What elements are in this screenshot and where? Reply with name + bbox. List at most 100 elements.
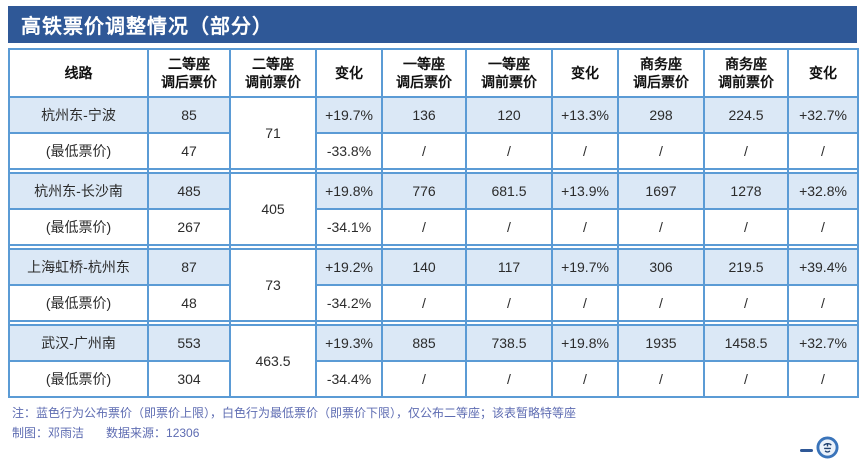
first-change-cell: / <box>551 132 619 170</box>
first-change-cell: +13.9% <box>551 172 619 210</box>
col-header-route: 线路 <box>8 48 149 98</box>
second-change-cell: +19.3% <box>315 324 383 362</box>
col-header-second-before: 二等座 调前票价 <box>229 48 317 98</box>
first-before-cell: 681.5 <box>465 172 553 210</box>
second-before-cell: 405 <box>229 172 317 246</box>
second-before-cell: 73 <box>229 248 317 322</box>
group-divider <box>8 321 859 325</box>
min-label-cell: (最低票价) <box>8 132 149 170</box>
second-after-cell: 47 <box>147 132 231 170</box>
second-after-cell: 304 <box>147 360 231 398</box>
page-title: 高铁票价调整情况（部分） <box>21 16 273 38</box>
col-header-first-before: 一等座 调前票价 <box>465 48 553 98</box>
business-change-cell: / <box>787 132 859 170</box>
publisher-logo <box>800 436 839 464</box>
second-change-cell: +19.8% <box>315 172 383 210</box>
table-row-published: 上海虹桥-杭州东 87 73 +19.2% 140 117 +19.7% 306… <box>8 248 859 322</box>
legend-note: 注：蓝色行为公布票价（即票价上限），白色行为最低票价（即票价下限），仅公布二等座… <box>12 406 577 420</box>
first-change-cell: / <box>551 284 619 322</box>
business-after-cell: / <box>617 208 705 246</box>
second-change-cell: -34.1% <box>315 208 383 246</box>
first-after-cell: / <box>381 360 467 398</box>
first-after-cell: / <box>381 132 467 170</box>
route-cell: 上海虹桥-杭州东 <box>8 248 149 286</box>
table-row-published: 杭州东-宁波 85 71 +19.7% 136 120 +13.3% 298 2… <box>8 96 859 170</box>
second-change-cell: -33.8% <box>315 132 383 170</box>
first-after-cell: / <box>381 284 467 322</box>
second-change-cell: +19.7% <box>315 96 383 134</box>
second-after-cell: 485 <box>147 172 231 210</box>
first-before-cell: 738.5 <box>465 324 553 362</box>
second-change-cell: -34.2% <box>315 284 383 322</box>
logo-dash-icon <box>800 448 813 452</box>
first-after-cell: 136 <box>381 96 467 134</box>
first-before-cell: / <box>465 208 553 246</box>
business-before-cell: / <box>703 284 789 322</box>
table-row-published: 杭州东-长沙南 485 405 +19.8% 776 681.5 +13.9% … <box>8 172 859 246</box>
min-label-cell: (最低票价) <box>8 360 149 398</box>
footnotes: 注：蓝色行为公布票价（即票价上限），白色行为最低票价（即票价下限），仅公布二等座… <box>12 404 865 444</box>
first-change-cell: +13.3% <box>551 96 619 134</box>
header-row: 线路 二等座 调后票价 二等座 调前票价 变化 一等座 调后票价 一等座 调前票… <box>8 48 859 98</box>
first-change-cell: / <box>551 360 619 398</box>
first-change-cell: +19.7% <box>551 248 619 286</box>
business-after-cell: 306 <box>617 248 705 286</box>
first-before-cell: / <box>465 360 553 398</box>
group-divider <box>8 169 859 173</box>
fare-table: 线路 二等座 调后票价 二等座 调前票价 变化 一等座 调后票价 一等座 调前票… <box>8 48 859 398</box>
business-change-cell: / <box>787 284 859 322</box>
second-after-cell: 85 <box>147 96 231 134</box>
business-after-cell: 298 <box>617 96 705 134</box>
credit-line: 制图：邓雨洁 数据来源：12306 <box>12 424 865 444</box>
business-before-cell: 1458.5 <box>703 324 789 362</box>
business-after-cell: / <box>617 132 705 170</box>
col-header-business-after: 商务座 调后票价 <box>617 48 705 98</box>
col-header-business-before: 商务座 调前票价 <box>703 48 789 98</box>
first-after-cell: 776 <box>381 172 467 210</box>
col-header-first-after: 一等座 调后票价 <box>381 48 467 98</box>
business-before-cell: 219.5 <box>703 248 789 286</box>
first-change-cell: / <box>551 208 619 246</box>
second-after-cell: 267 <box>147 208 231 246</box>
business-before-cell: 1278 <box>703 172 789 210</box>
first-after-cell: 140 <box>381 248 467 286</box>
second-after-cell: 48 <box>147 284 231 322</box>
title-banner: 高铁票价调整情况（部分） <box>8 6 857 43</box>
second-before-cell: 71 <box>229 96 317 170</box>
col-header-change-second: 变化 <box>315 48 383 98</box>
business-before-cell: 224.5 <box>703 96 789 134</box>
col-header-second-after: 二等座 调后票价 <box>147 48 231 98</box>
first-after-cell: / <box>381 208 467 246</box>
col-header-change-first: 变化 <box>551 48 619 98</box>
second-after-cell: 553 <box>147 324 231 362</box>
business-after-cell: 1697 <box>617 172 705 210</box>
col-header-change-business: 变化 <box>787 48 859 98</box>
first-before-cell: / <box>465 132 553 170</box>
route-cell: 武汉-广州南 <box>8 324 149 362</box>
first-after-cell: 885 <box>381 324 467 362</box>
route-cell: 杭州东-宁波 <box>8 96 149 134</box>
business-before-cell: / <box>703 360 789 398</box>
business-change-cell: +32.7% <box>787 324 859 362</box>
table-row-minimum: (最低票价) 267 -34.1% / / / / / / <box>8 208 859 246</box>
credit-maker: 制图：邓雨洁 <box>12 425 85 440</box>
route-cell: 杭州东-长沙南 <box>8 172 149 210</box>
second-before-cell: 463.5 <box>229 324 317 398</box>
second-change-cell: -34.4% <box>315 360 383 398</box>
first-before-cell: 117 <box>465 248 553 286</box>
business-change-cell: +32.8% <box>787 172 859 210</box>
table-row-minimum: (最低票价) 48 -34.2% / / / / / / <box>8 284 859 322</box>
min-label-cell: (最低票价) <box>8 284 149 322</box>
first-change-cell: +19.8% <box>551 324 619 362</box>
first-before-cell: / <box>465 284 553 322</box>
table-row-minimum: (最低票价) 47 -33.8% / / / / / / <box>8 132 859 170</box>
second-change-cell: +19.2% <box>315 248 383 286</box>
business-change-cell: / <box>787 360 859 398</box>
second-after-cell: 87 <box>147 248 231 286</box>
table-row-minimum: (最低票价) 304 -34.4% / / / / / / <box>8 360 859 398</box>
business-after-cell: / <box>617 284 705 322</box>
min-label-cell: (最低票价) <box>8 208 149 246</box>
circle-seal-logo-icon <box>816 436 839 464</box>
business-change-cell: +32.7% <box>787 96 859 134</box>
table-row-published: 武汉-广州南 553 463.5 +19.3% 885 738.5 +19.8%… <box>8 324 859 398</box>
